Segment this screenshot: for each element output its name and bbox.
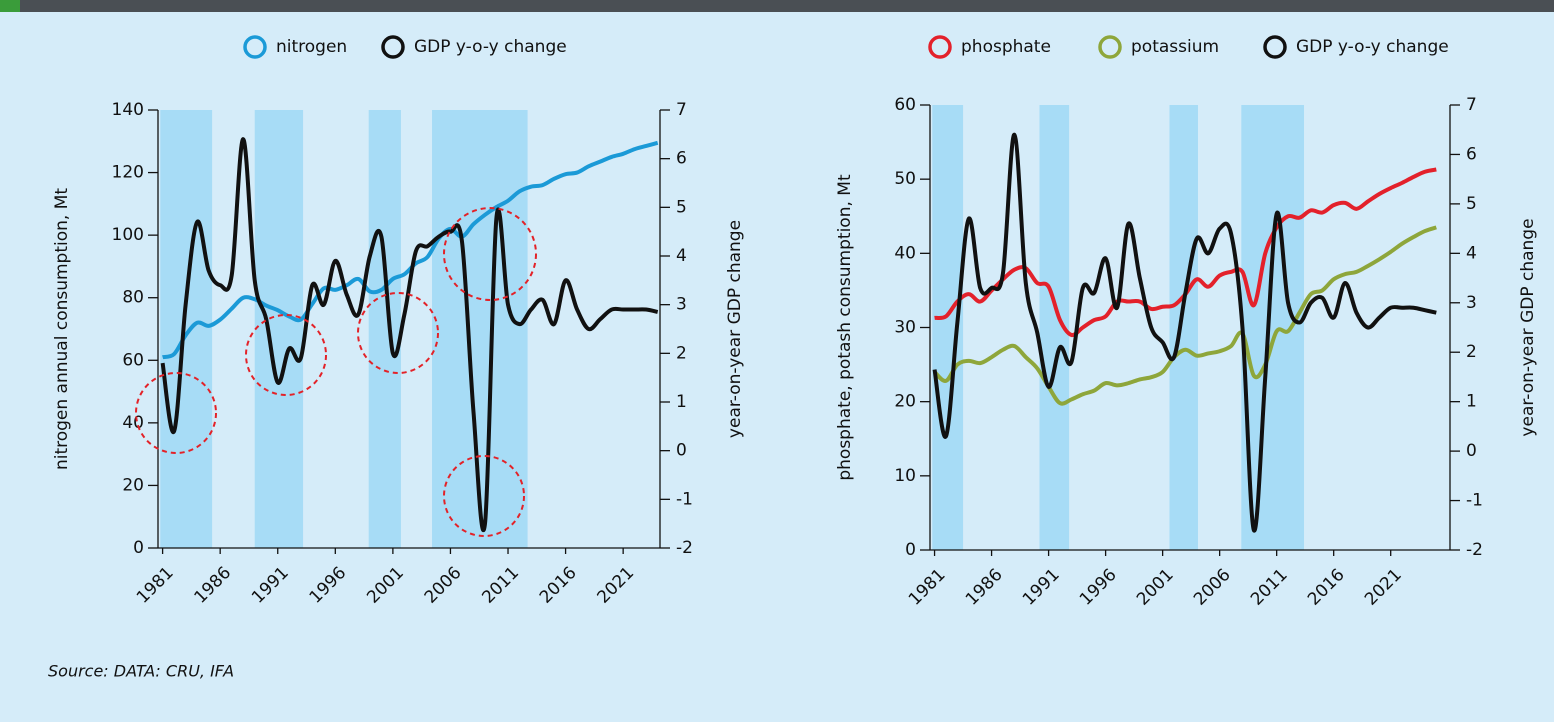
y2-tick-label: -1: [676, 489, 693, 509]
y2-tick-label: 3: [1466, 293, 1477, 313]
legend-marker: [1263, 35, 1287, 59]
y-tick-label: 120: [112, 163, 144, 183]
y-tick-label: 140: [112, 100, 144, 120]
y2-tick-label: 4: [1466, 243, 1477, 263]
y2-tick-label: 4: [676, 246, 687, 266]
y2-tick-label: 1: [1466, 392, 1477, 412]
series-line: [932, 132, 1437, 533]
y-axis-label: phosphate, potash consumption, Mt: [835, 174, 855, 481]
legend-marker: [243, 35, 267, 59]
y-tick-label: 60: [894, 95, 916, 115]
y2-tick-label: 5: [1466, 194, 1477, 214]
y-tick-label: 50: [894, 169, 916, 189]
legend-label: nitrogen: [276, 37, 347, 57]
legend-label: GDP y-o-y change: [1296, 37, 1449, 57]
shaded-period: [1241, 105, 1305, 550]
y2-tick-label: 2: [1466, 342, 1477, 362]
y2-tick-label: -2: [676, 538, 693, 558]
y2-tick-label: 7: [1466, 95, 1477, 115]
legend-marker: [1098, 35, 1122, 59]
y-axis-label: nitrogen annual consumption, Mt: [52, 188, 72, 470]
y-tick-label: 30: [894, 318, 916, 338]
source-note: Source: DATA: CRU, IFA: [48, 662, 234, 681]
y2-tick-label: 0: [1466, 441, 1477, 461]
header-bar: [0, 0, 1554, 12]
y2-tick-label: 5: [676, 197, 687, 217]
y2-tick-label: 6: [676, 149, 687, 169]
series-line: [160, 137, 659, 533]
shaded-period: [432, 110, 528, 548]
y2-tick-label: -1: [1466, 491, 1483, 511]
shaded-period: [160, 110, 213, 548]
highlight-circle: [135, 372, 217, 454]
y-tick-label: 20: [122, 475, 144, 495]
y2-axis-label: year-on-year GDP change: [725, 220, 745, 438]
y-tick-label: 40: [894, 243, 916, 263]
legend-label: phosphate: [961, 37, 1051, 57]
y-tick-label: 40: [122, 413, 144, 433]
y-tick-label: 100: [112, 225, 144, 245]
shaded-period: [368, 110, 401, 548]
legend-label: potassium: [1131, 37, 1219, 57]
header-accent: [0, 0, 20, 12]
y-tick-label: 60: [122, 350, 144, 370]
legend-marker: [381, 35, 405, 59]
legend-marker: [928, 35, 952, 59]
shaded-period: [254, 110, 304, 548]
y2-tick-label: 0: [676, 441, 687, 461]
highlight-circle: [357, 292, 439, 374]
y2-tick-label: -2: [1466, 540, 1483, 560]
y2-tick-label: 1: [676, 392, 687, 412]
annotations: [135, 207, 537, 537]
y-tick-label: 0: [133, 538, 144, 558]
shaded-period: [1169, 105, 1198, 550]
y2-tick-label: 2: [676, 343, 687, 363]
series-line: [933, 225, 1437, 406]
y-tick-label: 80: [122, 288, 144, 308]
legend-label: GDP y-o-y change: [414, 37, 567, 57]
y2-tick-label: 3: [676, 295, 687, 315]
highlight-circle: [443, 455, 525, 537]
y2-tick-label: 6: [1466, 144, 1477, 164]
y2-axis-label: year-on-year GDP change: [1518, 218, 1538, 436]
y-tick-label: 10: [894, 466, 916, 486]
highlight-circle: [443, 207, 537, 301]
highlight-circle: [245, 314, 327, 396]
y-tick-label: 0: [905, 540, 916, 560]
y2-tick-label: 7: [676, 100, 687, 120]
y-tick-label: 20: [894, 392, 916, 412]
